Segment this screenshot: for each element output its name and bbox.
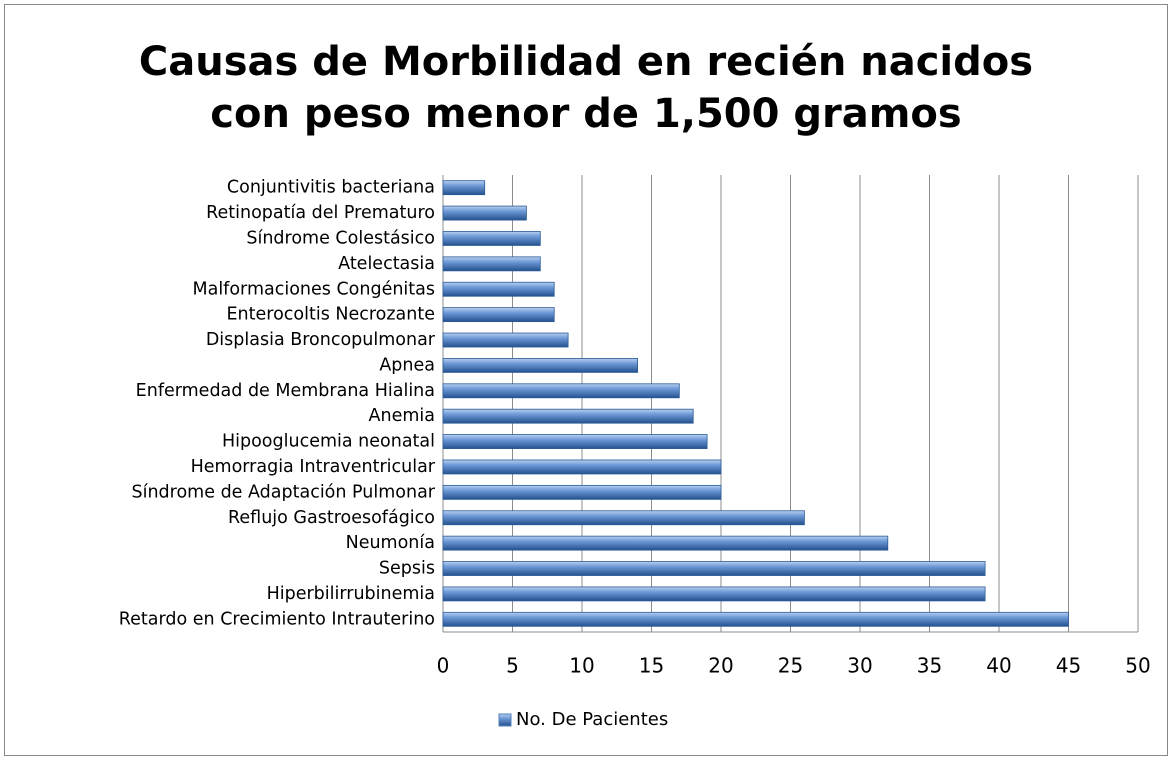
bar [442,358,639,373]
x-tick-label: 40 [986,654,1011,678]
bar [442,332,569,348]
bar [442,484,722,500]
bar [442,535,889,551]
y-tick-label: Retinopatía del Prematuro [206,203,435,223]
chart-title: Causas de Morbilidad en recién nacidos c… [138,39,1034,137]
bar [442,231,541,246]
bar [442,281,555,297]
bar [442,307,555,323]
bar [442,611,1069,627]
y-tick-label: Apnea [379,355,435,375]
x-tick-label: 30 [847,654,872,678]
x-tick-label: 5 [506,654,519,678]
y-tick-label: Displasia Broncopulmonar [206,330,436,350]
legend-swatch [498,713,512,727]
x-tick-label: 10 [569,654,594,678]
bar [442,459,722,475]
x-tick-label: 25 [778,654,803,678]
y-tick-label: Hemorragia Intraventricular [191,457,436,477]
legend-label: No. De Pacientes [516,709,668,730]
bar [442,256,541,272]
bar [442,383,680,399]
chart-frame [4,4,1168,756]
x-tick-label: 15 [639,654,664,678]
y-tick-label: Enterocoltis Necrozante [226,305,435,325]
y-tick-label: Neumonía [346,533,435,553]
y-tick-label: Malformaciones Congénitas [193,279,436,299]
bar [442,180,486,196]
bar [442,408,694,424]
bar [442,586,986,602]
y-tick-label: Retardo en Crecimiento Intrauterino [119,609,435,629]
y-tick-label: Reflujo Gastroesofágico [228,508,435,528]
x-tick-label: 45 [1056,654,1081,678]
y-tick-label: Hipooglucemia neonatal [222,432,435,452]
bar [442,510,805,526]
bar [442,561,986,576]
x-tick-label: 20 [708,654,733,678]
x-tick-label: 50 [1125,654,1150,678]
y-tick-label: Enfermedad de Membrana Hialina [136,381,435,401]
y-tick-label: Atelectasia [338,254,435,274]
y-tick-label: Síndrome de Adaptación Pulmonar [132,482,436,502]
x-tick-label: 0 [437,654,450,678]
y-tick-label: Anemia [369,406,435,426]
bar [442,205,527,221]
y-tick-label: Síndrome Colestásico [246,228,435,248]
x-tick-label: 35 [917,654,942,678]
y-tick-label: Hiperbilirrubinemia [267,584,435,604]
y-tick-label: Sepsis [379,559,435,579]
bar [442,434,708,449]
y-tick-label: Conjuntivitis bacteriana [227,178,435,198]
